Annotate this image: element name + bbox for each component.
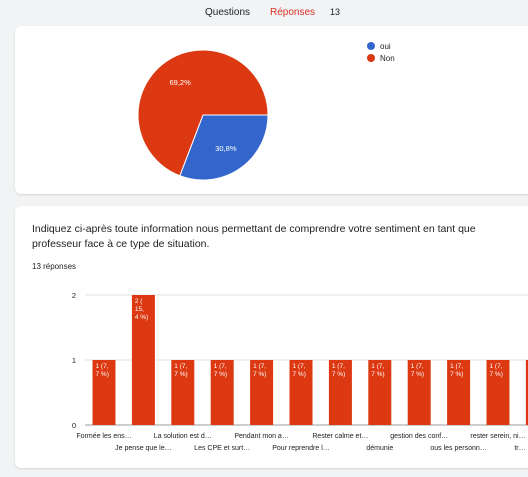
legend-swatch (367, 54, 375, 62)
bar (525, 360, 528, 425)
pie-slice-non (137, 49, 269, 177)
legend-swatch (367, 42, 375, 50)
legend-label: oui (380, 41, 391, 51)
bar (368, 360, 392, 425)
pie-slice-label: 30,8% (215, 144, 237, 153)
y-tick-label: 2 (72, 291, 76, 300)
bar-data-label: 7 %) (214, 371, 227, 378)
bar-data-label: 1 (7, (214, 363, 227, 370)
bar-data-label: 7 %) (174, 371, 187, 378)
tab-responses[interactable]: Réponses (270, 7, 316, 18)
pie-slice-label: 69,2% (169, 78, 191, 87)
response-tabs: Questions Réponses 13 (0, 0, 528, 24)
bar-chart-card: Indiquez ci-après toute information nous… (15, 206, 528, 468)
pie-legend: oui Non (367, 40, 395, 64)
x-tick-label: Pendant mon a… (234, 433, 288, 440)
bar-data-label: 1 (7, (490, 363, 503, 370)
bar-data-label: 1 (7, (293, 363, 306, 370)
legend-label: Non (380, 53, 395, 63)
x-tick-label: tr… (514, 445, 525, 452)
bar-data-label: 4 %) (135, 314, 148, 321)
bar-data-label: 2 ( (135, 298, 143, 305)
legend-item-oui: oui (367, 40, 395, 52)
bar-data-label: 7 %) (253, 371, 266, 378)
x-tick-label: Rester calme et… (312, 433, 368, 440)
bar (486, 360, 510, 425)
responses-count: 13 réponses (32, 262, 77, 271)
y-tick-label: 0 (72, 421, 76, 430)
x-tick-label: Formée les ens… (76, 433, 131, 440)
bar-data-label: 1 (7, (332, 363, 345, 370)
bar-data-label: 15, (135, 306, 144, 313)
bar-data-label: 1 (7, (371, 363, 384, 370)
question-text: Indiquez ci-après toute information nous… (32, 223, 476, 250)
bar (171, 360, 195, 425)
bar (289, 360, 313, 425)
x-tick-label: démunie (366, 445, 393, 452)
bar (92, 360, 116, 425)
bar (328, 360, 352, 425)
bar-data-label: 7 %) (332, 371, 345, 378)
bar-data-label: 7 %) (293, 371, 306, 378)
bar-data-label: 7 %) (450, 371, 463, 378)
bar (250, 360, 274, 425)
bar (407, 360, 431, 425)
pie-slice-oui (179, 114, 269, 181)
bar-data-label: 7 %) (96, 371, 109, 378)
bar-data-label: 1 (7, (96, 363, 109, 370)
x-tick-label: Les CPE et surt… (194, 445, 250, 452)
pie-chart-card: 30,8% 69,2% oui Non (15, 26, 528, 194)
bar (210, 360, 234, 425)
responses-count-badge: 13 (330, 7, 341, 17)
tab-questions[interactable]: Questions (205, 7, 251, 18)
bar-data-label: 7 %) (411, 371, 424, 378)
bar-data-label: 7 %) (490, 371, 503, 378)
x-tick-label: Pour reprendre l… (272, 445, 330, 452)
bar-data-label: 7 %) (371, 371, 384, 378)
x-tick-label: rester serein, ni… (470, 433, 525, 440)
bar (447, 360, 471, 425)
x-tick-label: La solution est d… (154, 433, 212, 440)
x-tick-label: Je pense que le… (115, 445, 171, 452)
x-tick-label: ous les personn… (430, 445, 486, 452)
bar-data-label: 1 (7, (411, 363, 424, 370)
y-tick-label: 1 (72, 356, 76, 365)
x-tick-label: gestion des conf… (390, 433, 448, 440)
bar-data-label: 1 (7, (174, 363, 187, 370)
bar-data-label: 1 (7, (253, 363, 266, 370)
pie-chart: 30,8% 69,2% (137, 49, 269, 181)
bar (131, 295, 155, 425)
legend-item-non: Non (367, 52, 395, 64)
bar-data-label: 1 (7, (450, 363, 463, 370)
